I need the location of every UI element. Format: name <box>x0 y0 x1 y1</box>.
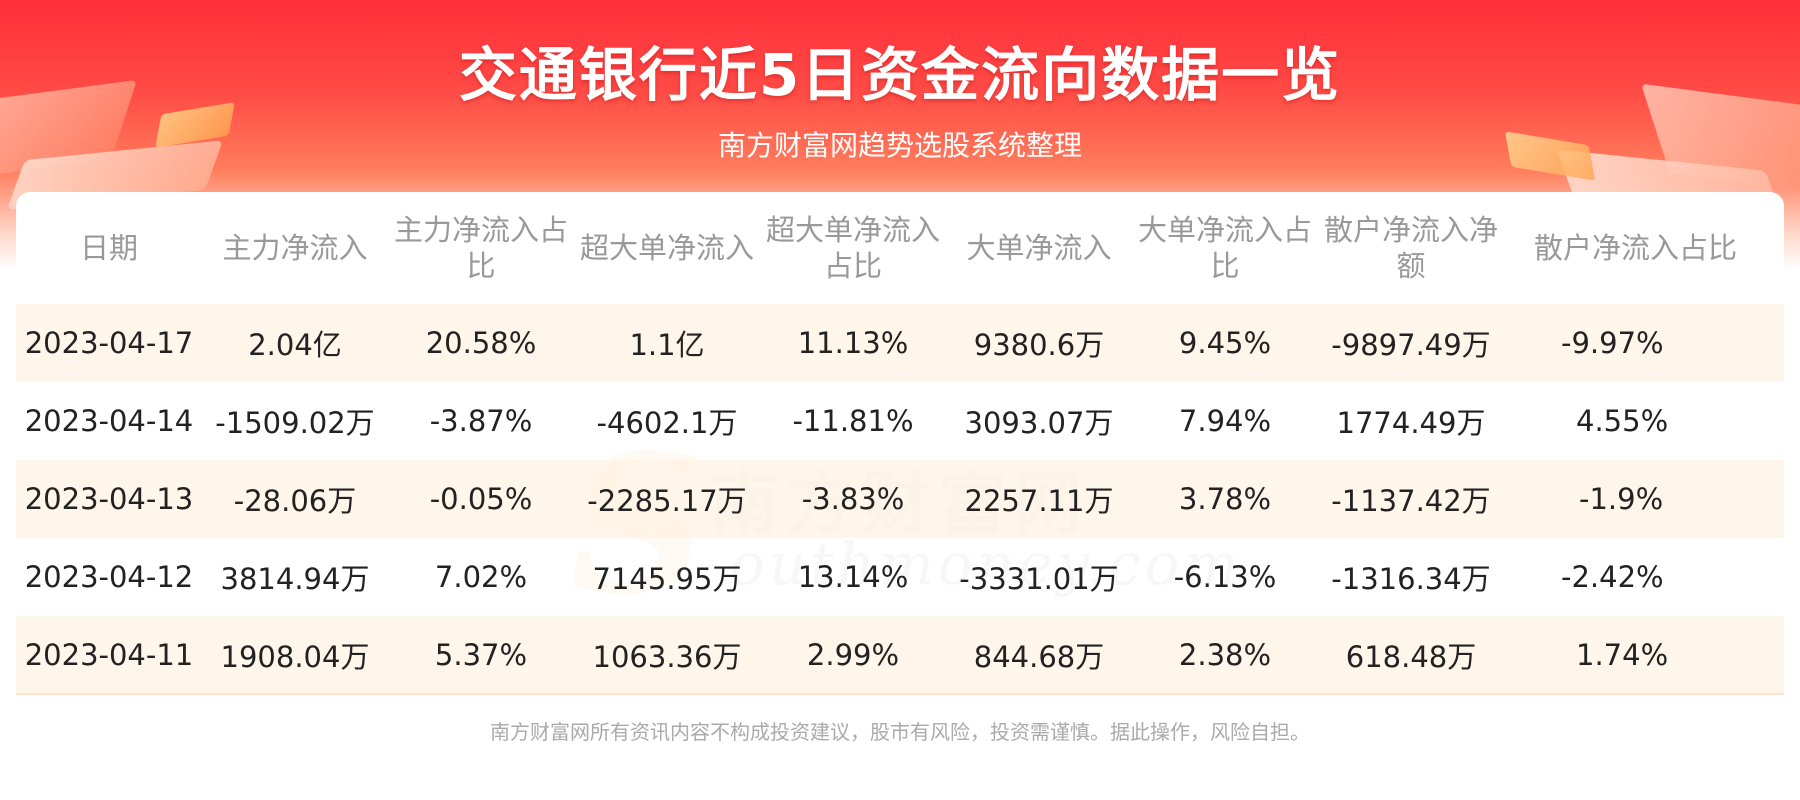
table-cell: 2023-04-12 <box>16 538 202 616</box>
table-cell: 3.78% <box>1132 460 1318 538</box>
table-row: 2023-04-11 1908.04万 5.37% 1063.36万 2.99%… <box>16 616 1784 694</box>
table-cell: 1908.04万 <box>202 616 388 694</box>
table-bottom-divider <box>16 693 1784 695</box>
table-cell: -1316.34万 <box>1318 538 1504 616</box>
table-cell: 1063.36万 <box>574 616 760 694</box>
table-cell: 13.14% <box>760 538 946 616</box>
table-cell: 1774.49万 <box>1318 382 1504 460</box>
column-header-retail-ratio: 散户净流入占比 <box>1534 231 1738 265</box>
table-cell: -3331.01万 <box>946 538 1132 616</box>
table-cell: 20.58% <box>388 304 574 382</box>
disclaimer-text: 南方财富网所有资讯内容不构成投资建议，股市有风险，投资需谨慎。据此操作，风险自担… <box>490 720 1310 744</box>
column-header-large-inflow: 大单净流入 <box>966 231 1112 265</box>
page-title: 交通银行近5日资金流向数据一览 <box>458 41 1342 109</box>
table-cell: 9.45% <box>1132 304 1318 382</box>
table-cell: -28.06万 <box>202 460 388 538</box>
column-header-retail-inflow: 散户净流入净额 <box>1323 213 1498 283</box>
table-cell: 2023-04-17 <box>16 304 202 382</box>
table-cell: 1.1亿 <box>574 304 760 382</box>
table-cell: -1509.02万 <box>202 382 388 460</box>
table-cell: 2023-04-11 <box>16 616 202 694</box>
table-cell: 11.13% <box>760 304 946 382</box>
table-cell: -9897.49万 <box>1318 304 1504 382</box>
table-cell: 2023-04-13 <box>16 460 202 538</box>
table-row: 2023-04-13 -28.06万 -0.05% -2285.17万 -3.8… <box>16 460 1784 538</box>
column-header-main-ratio: 主力净流入占比 <box>393 213 568 283</box>
table-cell: -1137.42万 <box>1318 460 1504 538</box>
table-cell: 7.02% <box>388 538 574 616</box>
table-cell: -9.97% <box>1504 304 1784 382</box>
table-cell: 7.94% <box>1132 382 1318 460</box>
fund-flow-table: 日期 主力净流入 主力净流入占比 超大单净流入 超大单净流入占比 大单净流入 大… <box>16 192 1784 694</box>
table-header-row: 日期 主力净流入 主力净流入占比 超大单净流入 超大单净流入占比 大单净流入 大… <box>16 192 1784 304</box>
column-header-xl-ratio: 超大单净流入占比 <box>765 213 940 283</box>
table-row: 2023-04-12 3814.94万 7.02% 7145.95万 13.14… <box>16 538 1784 616</box>
table-cell: -6.13% <box>1132 538 1318 616</box>
table-cell: 618.48万 <box>1318 616 1504 694</box>
table-cell: 9380.6万 <box>946 304 1132 382</box>
table-cell: -2285.17万 <box>574 460 760 538</box>
column-header-xl-inflow: 超大单净流入 <box>579 231 754 265</box>
table-cell: -1.9% <box>1504 460 1784 538</box>
table-cell: 2.99% <box>760 616 946 694</box>
column-header-date: 日期 <box>79 231 138 265</box>
table-cell: 5.37% <box>388 616 574 694</box>
table-row: 2023-04-14 -1509.02万 -3.87% -4602.1万 -11… <box>16 382 1784 460</box>
table-cell: 1.74% <box>1504 616 1784 694</box>
table-cell: -3.83% <box>760 460 946 538</box>
table-cell: -11.81% <box>760 382 946 460</box>
page-subtitle: 南方财富网趋势选股系统整理 <box>717 129 1082 162</box>
column-header-main-inflow: 主力净流入 <box>222 231 368 265</box>
table-cell: -3.87% <box>388 382 574 460</box>
table-row: 2023-04-17 2.04亿 20.58% 1.1亿 11.13% 9380… <box>16 304 1784 382</box>
table-cell: 4.55% <box>1504 382 1784 460</box>
table-cell: 3814.94万 <box>202 538 388 616</box>
table-cell: 2257.11万 <box>946 460 1132 538</box>
table-cell: 7145.95万 <box>574 538 760 616</box>
table-cell: 2.38% <box>1132 616 1318 694</box>
table-cell: 844.68万 <box>946 616 1132 694</box>
table-cell: -2.42% <box>1504 538 1784 616</box>
table-cell: 3093.07万 <box>946 382 1132 460</box>
column-header-large-ratio: 大单净流入占比 <box>1137 213 1312 283</box>
table-cell: 2023-04-14 <box>16 382 202 460</box>
table-cell: 2.04亿 <box>202 304 388 382</box>
table-cell: -0.05% <box>388 460 574 538</box>
table-cell: -4602.1万 <box>574 382 760 460</box>
